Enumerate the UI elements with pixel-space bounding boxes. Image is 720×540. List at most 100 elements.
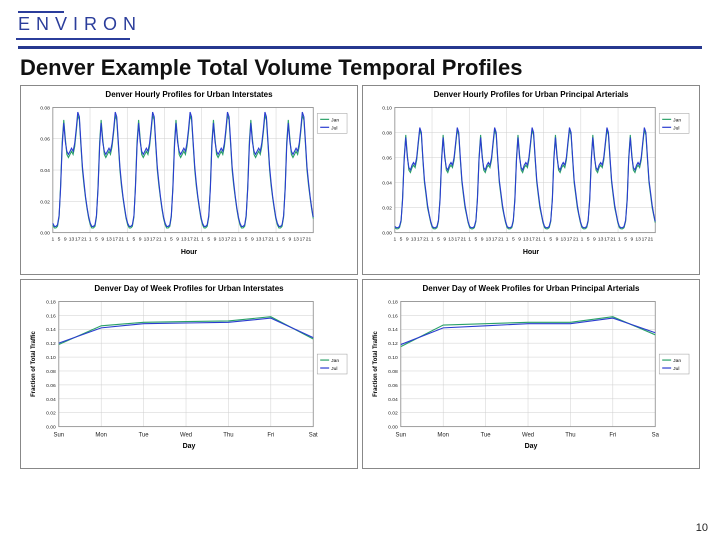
- svg-text:9: 9: [101, 237, 104, 243]
- svg-text:17: 17: [454, 237, 460, 243]
- brand-logo: ENVIRON: [18, 14, 142, 37]
- svg-text:0.14: 0.14: [388, 327, 398, 333]
- svg-text:0.02: 0.02: [388, 411, 398, 417]
- svg-text:21: 21: [268, 237, 274, 243]
- chart-br-svg: 0.000.020.040.060.080.100.120.140.160.18…: [367, 295, 695, 445]
- svg-text:Jul: Jul: [331, 125, 337, 131]
- svg-text:5: 5: [207, 237, 210, 243]
- svg-text:17: 17: [492, 237, 498, 243]
- svg-text:Jan: Jan: [331, 117, 339, 123]
- chart-tr: Denver Hourly Profiles for Urban Princip…: [362, 85, 700, 275]
- svg-text:13: 13: [523, 237, 529, 243]
- svg-text:21: 21: [610, 237, 616, 243]
- svg-text:13: 13: [218, 237, 224, 243]
- svg-text:Tue: Tue: [481, 433, 492, 439]
- svg-text:9: 9: [630, 237, 633, 243]
- svg-text:5: 5: [245, 237, 248, 243]
- chart-br-xlabel: Day: [367, 443, 695, 450]
- svg-text:21: 21: [461, 237, 467, 243]
- svg-text:1: 1: [618, 237, 621, 243]
- svg-text:13: 13: [106, 237, 112, 243]
- svg-text:0.10: 0.10: [46, 355, 56, 361]
- svg-text:13: 13: [486, 237, 492, 243]
- svg-text:Sun: Sun: [395, 433, 406, 439]
- chart-br: Denver Day of Week Profiles for Urban Pr…: [362, 279, 700, 469]
- svg-text:1: 1: [393, 237, 396, 243]
- svg-text:1: 1: [468, 237, 471, 243]
- svg-text:21: 21: [231, 237, 237, 243]
- svg-text:21: 21: [119, 237, 125, 243]
- svg-text:Jul: Jul: [331, 366, 337, 372]
- svg-text:9: 9: [481, 237, 484, 243]
- svg-text:13: 13: [448, 237, 454, 243]
- svg-text:9: 9: [251, 237, 254, 243]
- svg-text:9: 9: [176, 237, 179, 243]
- svg-text:0.00: 0.00: [382, 231, 392, 237]
- svg-text:5: 5: [512, 237, 515, 243]
- svg-text:0.00: 0.00: [40, 231, 50, 237]
- svg-text:Jan: Jan: [673, 358, 681, 364]
- svg-text:21: 21: [156, 237, 162, 243]
- svg-text:5: 5: [587, 237, 590, 243]
- svg-text:1: 1: [89, 237, 92, 243]
- svg-text:0.08: 0.08: [46, 369, 56, 375]
- svg-text:9: 9: [64, 237, 67, 243]
- svg-text:0.00: 0.00: [388, 425, 398, 431]
- logo-row: ENVIRON: [18, 10, 702, 40]
- svg-text:Fraction of Total Traffic: Fraction of Total Traffic: [373, 330, 379, 396]
- slide-page: ENVIRON Denver Example Total Volume Temp…: [0, 0, 720, 540]
- svg-text:Jan: Jan: [673, 117, 681, 123]
- chart-br-title: Denver Day of Week Profiles for Urban Pr…: [367, 284, 695, 293]
- title-rule: [18, 46, 702, 49]
- page-number: 10: [696, 522, 708, 534]
- svg-text:0.10: 0.10: [382, 105, 392, 111]
- svg-text:0.06: 0.06: [40, 137, 50, 143]
- svg-text:17: 17: [567, 237, 573, 243]
- svg-text:Thu: Thu: [223, 433, 233, 439]
- svg-text:1: 1: [543, 237, 546, 243]
- svg-text:0.06: 0.06: [382, 156, 392, 162]
- svg-text:17: 17: [529, 237, 535, 243]
- svg-text:21: 21: [536, 237, 542, 243]
- svg-text:17: 17: [642, 237, 648, 243]
- svg-text:17: 17: [300, 237, 306, 243]
- svg-text:9: 9: [593, 237, 596, 243]
- svg-text:Mon: Mon: [437, 433, 449, 439]
- svg-text:Wed: Wed: [522, 433, 534, 439]
- chart-bl-xlabel: Day: [25, 443, 353, 450]
- svg-text:1: 1: [126, 237, 129, 243]
- svg-text:0.16: 0.16: [46, 313, 56, 319]
- svg-text:0.08: 0.08: [40, 105, 50, 111]
- svg-text:13: 13: [144, 237, 150, 243]
- svg-text:17: 17: [150, 237, 156, 243]
- svg-text:17: 17: [225, 237, 231, 243]
- svg-text:13: 13: [560, 237, 566, 243]
- svg-text:21: 21: [306, 237, 312, 243]
- svg-text:21: 21: [498, 237, 504, 243]
- svg-text:17: 17: [112, 237, 118, 243]
- svg-text:Sa: Sa: [652, 433, 660, 439]
- svg-text:21: 21: [194, 237, 200, 243]
- svg-text:9: 9: [139, 237, 142, 243]
- svg-text:5: 5: [549, 237, 552, 243]
- svg-text:5: 5: [624, 237, 627, 243]
- svg-text:Tue: Tue: [139, 433, 150, 439]
- svg-text:21: 21: [81, 237, 87, 243]
- svg-text:0.16: 0.16: [388, 313, 398, 319]
- svg-text:13: 13: [256, 237, 262, 243]
- svg-text:5: 5: [95, 237, 98, 243]
- chart-tl-svg: 0.000.020.040.060.0815913172115913172115…: [25, 101, 353, 251]
- chart-bl-svg: 0.000.020.040.060.080.100.120.140.160.18…: [25, 295, 353, 445]
- svg-text:21: 21: [423, 237, 429, 243]
- chart-tr-title: Denver Hourly Profiles for Urban Princip…: [367, 90, 695, 99]
- svg-text:9: 9: [214, 237, 217, 243]
- svg-text:0.04: 0.04: [40, 168, 50, 174]
- svg-text:0.18: 0.18: [388, 299, 398, 305]
- svg-text:0.12: 0.12: [46, 341, 56, 347]
- svg-text:9: 9: [288, 237, 291, 243]
- svg-text:0.18: 0.18: [46, 299, 56, 305]
- svg-text:13: 13: [181, 237, 187, 243]
- svg-text:0.12: 0.12: [388, 341, 398, 347]
- svg-text:13: 13: [598, 237, 604, 243]
- svg-text:0.04: 0.04: [382, 181, 392, 187]
